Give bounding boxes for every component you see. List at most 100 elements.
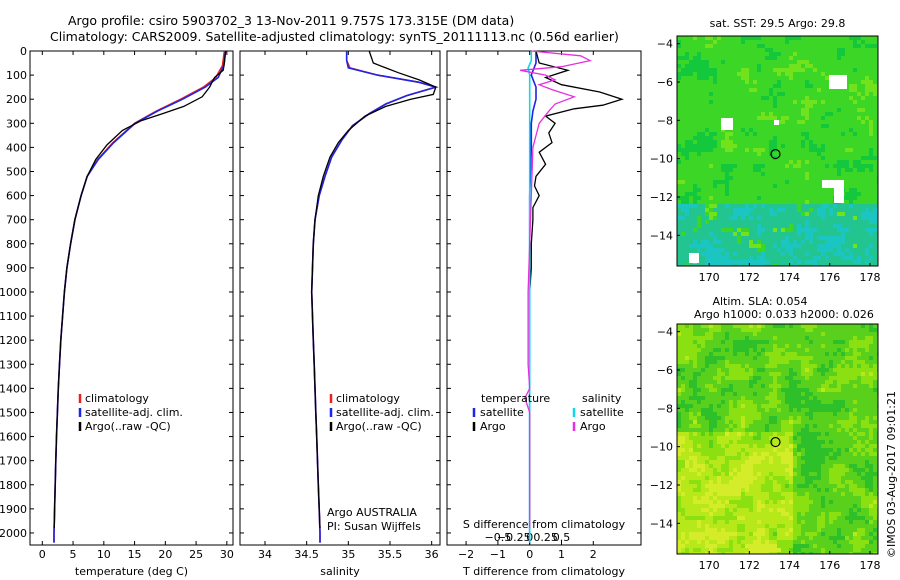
map-cell [745, 360, 749, 364]
map-cell [789, 348, 793, 352]
map-cell [849, 224, 853, 228]
map-cell [721, 436, 725, 440]
map-cell [737, 160, 741, 164]
map-cell [761, 344, 765, 348]
map-cell [821, 200, 825, 204]
map-cell [693, 264, 697, 266]
map-cell [737, 340, 741, 344]
map-cell [709, 92, 713, 96]
map-cell [717, 172, 721, 176]
map-cell [729, 224, 733, 228]
map-cell [677, 164, 681, 168]
map-cell [733, 328, 737, 332]
map-cell [873, 204, 877, 208]
map-cell [865, 384, 869, 388]
map-cell [873, 400, 877, 404]
map-cell [853, 196, 857, 200]
map-cell [717, 156, 721, 160]
map-cell [697, 88, 701, 92]
map-cell [705, 56, 709, 60]
map-cell [717, 444, 721, 448]
map-cell [809, 400, 813, 404]
map-cell [825, 456, 829, 460]
map-cell [829, 256, 833, 260]
map-cell [733, 76, 737, 80]
map-cell [741, 68, 745, 72]
map-cell [681, 176, 685, 180]
map-cell [785, 228, 789, 232]
map-cell [745, 136, 749, 140]
map-cell [857, 344, 861, 348]
map-cell [809, 336, 813, 340]
map-cell [693, 324, 697, 328]
map-cell [857, 244, 861, 248]
map-cell [797, 108, 801, 112]
map-cell [765, 200, 769, 204]
map-cell [793, 364, 797, 368]
map-cell [761, 176, 765, 180]
map-cell [849, 116, 853, 120]
map-cell [761, 108, 765, 112]
map-cell [789, 84, 793, 88]
map-cell [681, 428, 685, 432]
map-cell [721, 196, 725, 200]
map-cell [733, 64, 737, 68]
map-cell [773, 252, 777, 256]
map-cell [813, 340, 817, 344]
map-cell [729, 440, 733, 444]
map-cell [741, 360, 745, 364]
map-cell [857, 216, 861, 220]
map-cell [817, 88, 821, 92]
map-cell [721, 132, 725, 136]
map-cell [805, 208, 809, 212]
map-cell [765, 116, 769, 120]
map-cell [813, 104, 817, 108]
map-cell [869, 140, 873, 144]
map-cell [841, 160, 845, 164]
map-cell [677, 148, 681, 152]
map-cell [789, 372, 793, 376]
map-cell [817, 124, 821, 128]
map-cell [769, 360, 773, 364]
map-cell [717, 80, 721, 84]
map-cell [713, 156, 717, 160]
map-cell [689, 236, 693, 240]
legend-label: Argo [480, 420, 506, 433]
map-cell [725, 336, 729, 340]
map-cell [709, 168, 713, 172]
map-cell [793, 92, 797, 96]
map-cell [861, 184, 865, 188]
map-cell [845, 140, 849, 144]
map-cell [809, 184, 813, 188]
map-cell [841, 92, 845, 96]
map-cell [801, 356, 805, 360]
map-cell [785, 80, 789, 84]
map-cell [869, 224, 873, 228]
map-cell [769, 368, 773, 372]
map-cell [837, 432, 841, 436]
map-cell [701, 376, 705, 380]
map-cell [701, 84, 705, 88]
map-cell [813, 224, 817, 228]
map-cell [757, 356, 761, 360]
map-cell [773, 392, 777, 396]
map-cell [781, 60, 785, 64]
map-cell [701, 80, 705, 84]
map-cell [677, 108, 681, 112]
map-cell [709, 128, 713, 132]
map-cell [821, 428, 825, 432]
map-cell [677, 184, 681, 188]
map-cell [701, 368, 705, 372]
map-cell [745, 252, 749, 256]
map-cell [713, 160, 717, 164]
map-cell [841, 96, 845, 100]
map-cell [717, 176, 721, 180]
map-cell [685, 356, 689, 360]
map-cell [765, 444, 769, 448]
map-cell [833, 240, 837, 244]
map-cell [733, 52, 737, 56]
map-cell [869, 152, 873, 156]
map-cell [725, 168, 729, 172]
map-cell [801, 172, 805, 176]
map-cell [765, 328, 769, 332]
